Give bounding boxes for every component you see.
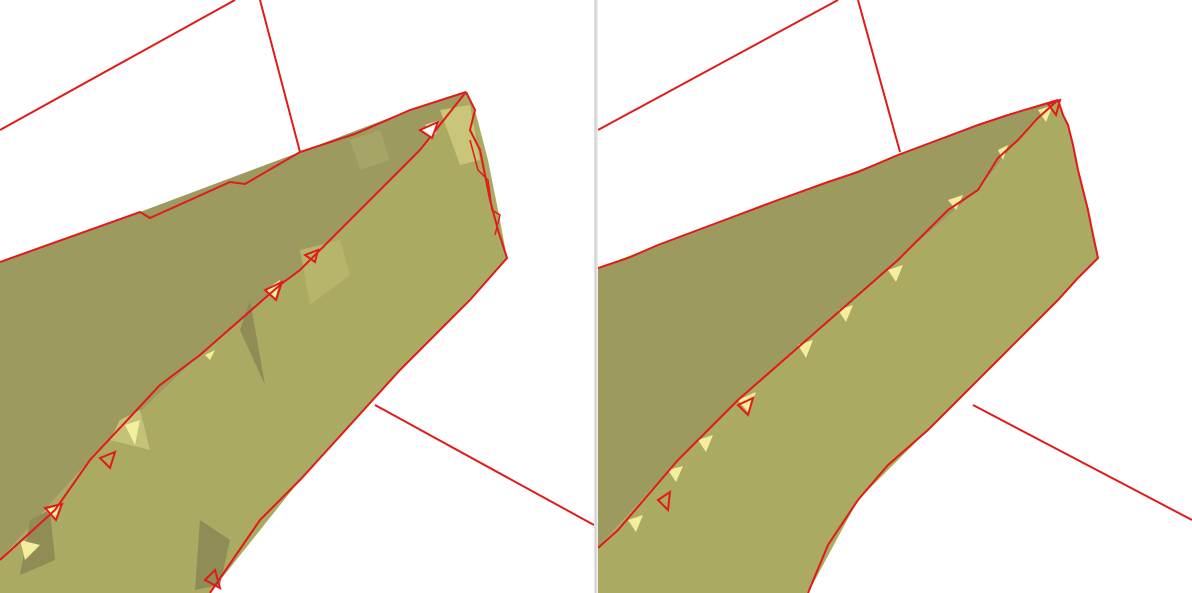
mesh-highlight bbox=[1038, 105, 1053, 122]
resize-grip-icon[interactable] bbox=[584, 583, 594, 593]
mesh-hole bbox=[1046, 98, 1062, 118]
mesh-ridge bbox=[0, 91, 467, 561]
mesh-highlight bbox=[628, 515, 643, 532]
mesh-hole bbox=[656, 489, 672, 513]
bbox-edge bbox=[972, 404, 1192, 521]
resize-grip-icon[interactable] bbox=[1182, 583, 1192, 593]
mesh-render-left[interactable] bbox=[0, 0, 594, 593]
mesh-boundary-jag bbox=[469, 139, 501, 236]
mesh-boundary-side bbox=[209, 91, 509, 593]
mesh-highlight bbox=[738, 392, 756, 412]
mesh-highlight bbox=[20, 540, 40, 560]
bbox-edge bbox=[374, 404, 594, 526]
mesh-render-right[interactable] bbox=[598, 0, 1192, 593]
mesh-hole bbox=[203, 568, 222, 590]
mesh-highlight bbox=[948, 195, 963, 210]
mesh-highlight bbox=[125, 420, 140, 445]
bbox-edge bbox=[0, 0, 236, 131]
mesh-facet bbox=[350, 130, 390, 170]
mesh-hole bbox=[263, 280, 284, 302]
bbox-edge bbox=[857, 0, 901, 153]
mesh-boundary-side bbox=[807, 99, 1100, 593]
mesh-side-face bbox=[598, 100, 1098, 593]
mesh-highlight bbox=[668, 466, 683, 482]
mesh-facet bbox=[240, 300, 265, 385]
mesh-hole bbox=[43, 502, 64, 522]
mesh-facet bbox=[440, 105, 480, 165]
mesh-highlight bbox=[205, 350, 215, 360]
mesh-top-face bbox=[598, 100, 1058, 548]
viewport-left[interactable] bbox=[0, 0, 594, 593]
mesh-hole bbox=[417, 120, 440, 140]
mesh-hole bbox=[736, 396, 755, 417]
mesh-facet bbox=[195, 520, 230, 590]
viewport-right[interactable] bbox=[598, 0, 1192, 593]
mesh-boundary-top bbox=[0, 91, 467, 263]
mesh-highlight bbox=[888, 265, 903, 282]
viewport-splitter[interactable] bbox=[594, 0, 598, 593]
mesh-boundary-top bbox=[598, 99, 1059, 269]
mesh-ridge bbox=[598, 99, 1059, 549]
mesh-highlight bbox=[698, 435, 713, 452]
mesh-hole bbox=[302, 248, 320, 264]
bbox-edge bbox=[259, 0, 301, 153]
bbox-edge bbox=[598, 0, 839, 131]
mesh-facet bbox=[20, 510, 55, 575]
mesh-hole bbox=[98, 450, 117, 470]
